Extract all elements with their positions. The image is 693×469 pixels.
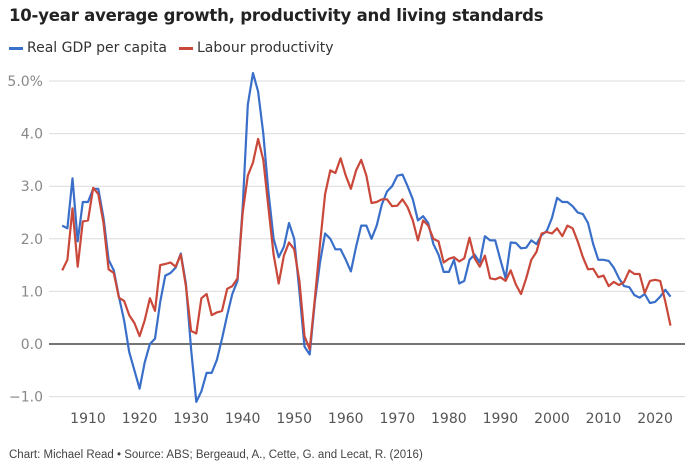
x-tick-label: 1990 [483, 411, 519, 427]
x-tick-label: 1960 [328, 411, 364, 427]
x-tick-label: 1910 [70, 411, 106, 427]
y-tick-label: 4.0 [21, 127, 43, 143]
y-tick-label: 0.0 [21, 337, 43, 353]
legend-label-gdp: Real GDP per capita [27, 40, 167, 56]
x-tick-label: 2000 [534, 411, 570, 427]
x-tick-label: 1950 [276, 411, 312, 427]
x-tick-label: 2010 [586, 411, 622, 427]
x-tick-label: 2020 [637, 411, 673, 427]
legend-item-productivity: Labour productivity [178, 40, 334, 56]
y-tick-label: 5.0% [7, 74, 43, 90]
legend: Real GDP per capita Labour productivity [9, 40, 334, 56]
x-tick-label: 1970 [379, 411, 415, 427]
x-tick-label: 1930 [173, 411, 209, 427]
legend-swatch-gdp [9, 46, 23, 50]
y-tick-label: 1.0 [21, 284, 43, 300]
legend-label-productivity: Labour productivity [196, 40, 334, 56]
chart-source: Chart: Michael Read • Source: ABS; Berge… [9, 449, 423, 461]
chart-title: 10-year average growth, productivity and… [9, 6, 544, 25]
y-tick-label: 2.0 [21, 232, 43, 248]
series-line-labour-productivity [61, 137, 672, 351]
x-tick-label: 1920 [122, 411, 158, 427]
y-tick-label: −1.0 [9, 390, 43, 406]
y-tick-label: 3.0 [21, 179, 43, 195]
series-line-gdp-per-capita [61, 71, 672, 403]
legend-item-gdp: Real GDP per capita [9, 40, 167, 56]
legend-swatch-productivity [178, 46, 193, 50]
x-tick-label: 1980 [431, 411, 467, 427]
x-tick-label: 1940 [225, 411, 261, 427]
